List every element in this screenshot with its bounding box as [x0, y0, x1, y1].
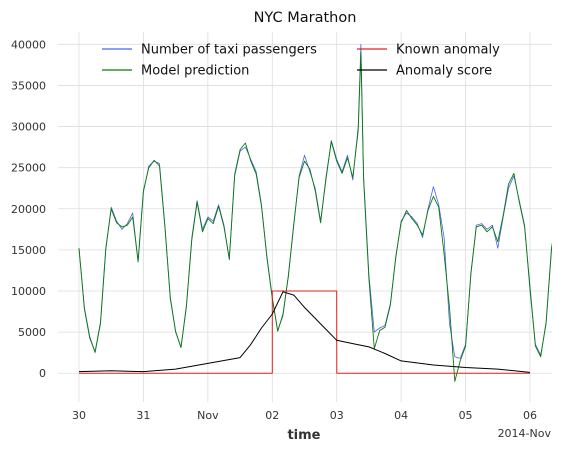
- x-axis: 30 31 Nov 02 03 04 05 06: [72, 409, 537, 422]
- legend-label-2: Known anomaly: [396, 43, 500, 58]
- chart-title: NYC Marathon: [254, 10, 357, 26]
- y-tick-label: 30000: [11, 121, 46, 134]
- y-tick-label: 15000: [11, 244, 46, 257]
- x-axis-label: time: [287, 428, 320, 443]
- series-line-0: [78, 43, 552, 359]
- series-line-1: [78, 52, 552, 382]
- y-tick-label: 0: [39, 367, 46, 380]
- x-tick-label: 02: [265, 409, 279, 422]
- x-tick-label: 03: [330, 409, 344, 422]
- x-tick-label: 06: [523, 409, 537, 422]
- x-tick-label: 05: [459, 409, 473, 422]
- x-tick-label: Nov: [197, 409, 219, 422]
- x-tick-label: 31: [136, 409, 150, 422]
- series-line-2: [79, 290, 530, 374]
- x-axis-offset-label: 2014-Nov: [498, 427, 552, 440]
- x-tick-label: 30: [72, 409, 86, 422]
- series-lines: [78, 43, 552, 382]
- y-tick-label: 20000: [11, 203, 46, 216]
- y-tick-label: 35000: [11, 79, 46, 92]
- y-tick-label: 25000: [11, 162, 46, 175]
- y-tick-label: 40000: [11, 38, 46, 51]
- y-axis: 0 5000 10000 15000 20000 25000 30000 35000 40000: [11, 38, 46, 380]
- legend-label-3: Anomaly score: [396, 64, 492, 79]
- x-tick-label: 04: [394, 409, 408, 422]
- series-line-3: [78, 291, 531, 373]
- legend-label-1: Model prediction: [141, 64, 249, 79]
- legend: Number of taxi passengers Model predictio…: [102, 43, 500, 79]
- grid-lines: [58, 32, 552, 402]
- y-tick-label: 5000: [18, 326, 46, 339]
- y-tick-label: 10000: [11, 285, 46, 298]
- legend-label-0: Number of taxi passengers: [141, 43, 317, 58]
